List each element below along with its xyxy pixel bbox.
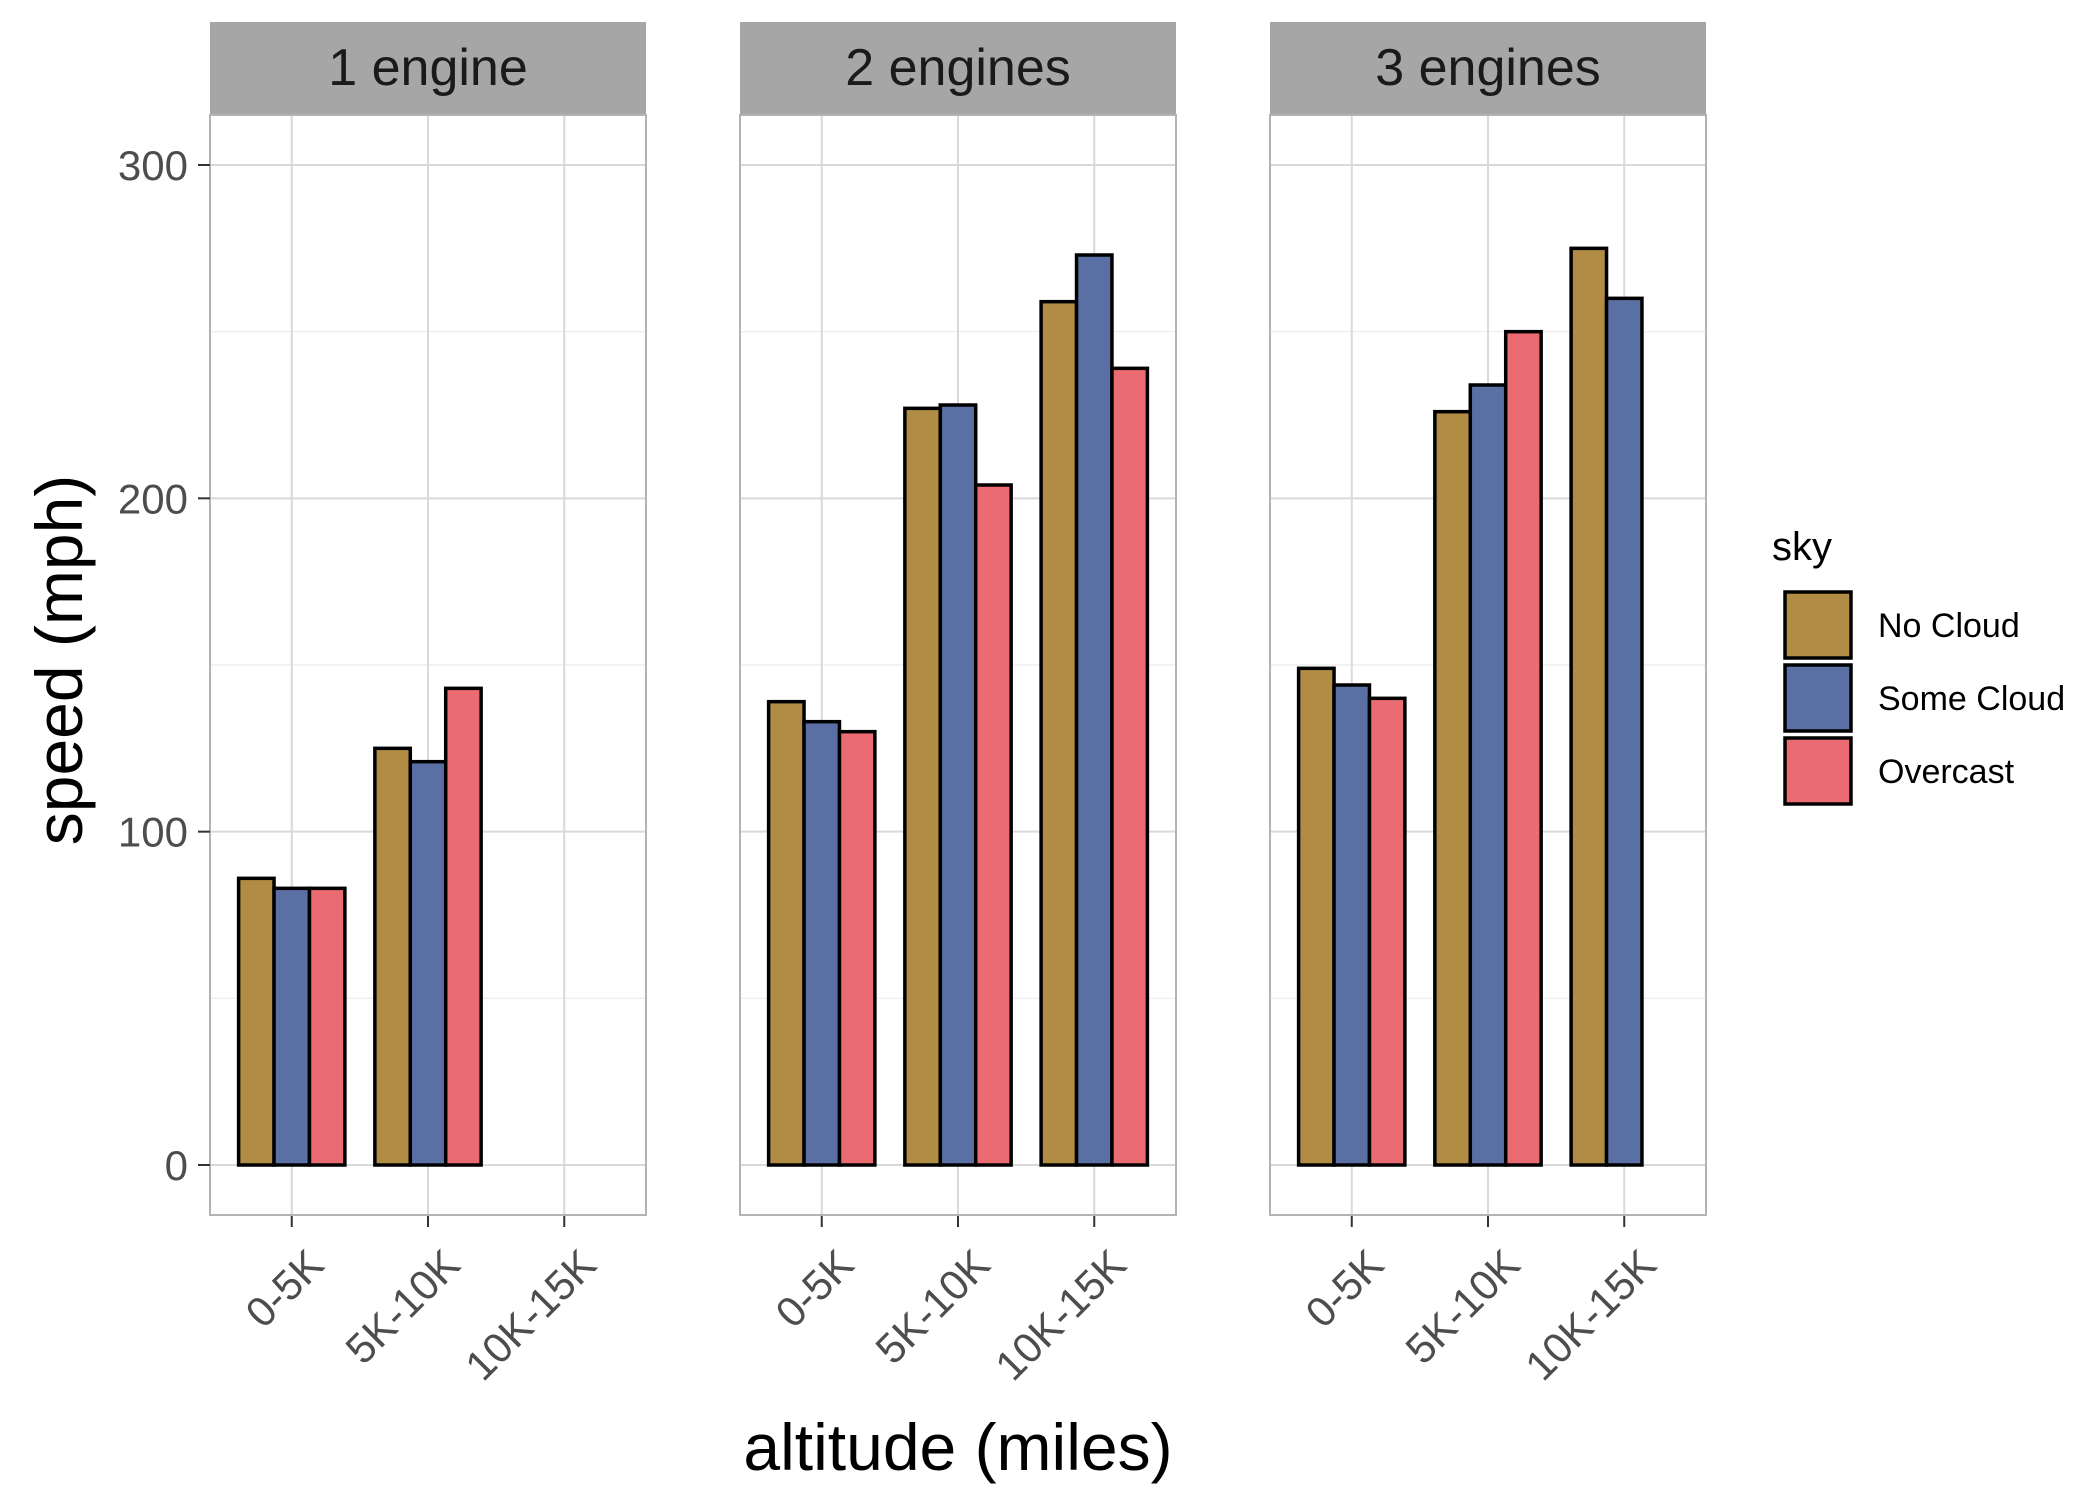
bar xyxy=(373,746,413,1167)
bar xyxy=(307,886,347,1167)
x-axis-title: altitude (miles) xyxy=(743,1410,1172,1484)
y-axis-title: speed (mph) xyxy=(22,475,96,846)
facet-strip-label: 1 engine xyxy=(328,39,528,97)
bar xyxy=(973,483,1013,1167)
x-tick-label: 10K-15K xyxy=(456,1240,605,1389)
x-tick-label: 0-5K xyxy=(766,1240,862,1336)
x-tick-label: 0-5K xyxy=(1296,1240,1392,1336)
x-tick-label: 0-5K xyxy=(236,1240,332,1336)
panel-border xyxy=(209,114,647,1216)
legend-swatch xyxy=(1783,736,1853,806)
legend-swatch xyxy=(1783,663,1853,733)
bar xyxy=(802,719,842,1167)
y-tick-label: 0 xyxy=(165,1142,188,1189)
x-tick-label: 5K-10K xyxy=(336,1240,468,1372)
bar xyxy=(272,886,312,1167)
legend-swatch xyxy=(1783,590,1853,660)
bar xyxy=(837,729,877,1167)
facet-strip xyxy=(210,22,646,115)
bar xyxy=(1433,409,1473,1167)
legend-title: sky xyxy=(1772,525,1832,569)
bar xyxy=(408,759,448,1167)
bar xyxy=(443,686,483,1167)
bar xyxy=(1296,666,1336,1167)
bar xyxy=(1468,383,1508,1167)
bar xyxy=(1110,366,1150,1167)
bar xyxy=(903,406,943,1167)
facet-strip-label: 2 engines xyxy=(845,39,1071,97)
bar xyxy=(1604,296,1644,1167)
facet-strip-label: 3 engines xyxy=(1375,39,1601,97)
x-tick-label: 10K-15K xyxy=(1516,1240,1665,1389)
bar xyxy=(938,403,978,1167)
facet-strip xyxy=(1270,22,1706,115)
bar xyxy=(1569,246,1609,1167)
x-tick-label: 5K-10K xyxy=(866,1240,998,1372)
bar xyxy=(236,876,276,1167)
bar xyxy=(1332,683,1372,1167)
x-tick-label: 10K-15K xyxy=(986,1240,1135,1389)
legend-entries: No Cloud Some Cloud Overcast xyxy=(1783,590,2065,806)
y-tick-label: 100 xyxy=(118,809,188,856)
legend: sky No Cloud Some Cloud Overcast xyxy=(1772,525,2065,806)
bar xyxy=(1074,253,1114,1167)
legend-label: Some Cloud xyxy=(1878,680,2065,718)
facet-strip xyxy=(740,22,1176,115)
bar xyxy=(1503,329,1543,1167)
legend-label: Overcast xyxy=(1878,753,2015,791)
panel-border xyxy=(739,114,1177,1216)
y-tick-label: 300 xyxy=(118,142,188,189)
panel-border xyxy=(1269,114,1707,1216)
x-tick-label: 5K-10K xyxy=(1396,1240,1528,1372)
bar xyxy=(1039,299,1079,1167)
y-axis: 0 100 200 300 xyxy=(118,142,210,1189)
bar xyxy=(766,699,806,1167)
legend-label: No Cloud xyxy=(1878,607,2020,645)
y-tick-label: 200 xyxy=(118,475,188,522)
bar xyxy=(1367,696,1407,1167)
